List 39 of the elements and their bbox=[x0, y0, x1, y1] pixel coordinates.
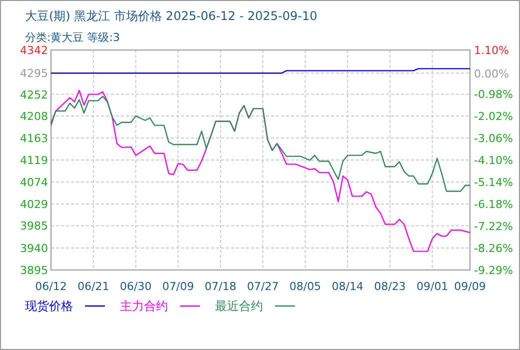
y-tick-label: 4342 bbox=[20, 44, 48, 57]
y2-tick-label: -3.06% bbox=[474, 132, 513, 146]
y-tick-label: 4074 bbox=[20, 176, 48, 189]
y-tick-label: 4119 bbox=[20, 154, 48, 167]
x-tick-label: 09/01 bbox=[416, 280, 448, 293]
legend-label: 最近合约 bbox=[215, 299, 263, 313]
legend-label: 主力合约 bbox=[120, 299, 168, 313]
y-tick-label: 4163 bbox=[20, 132, 48, 145]
x-tick-label: 07/09 bbox=[162, 280, 194, 293]
y2-tick-label: -2.02% bbox=[474, 110, 513, 124]
y2-tick-label: -4.10% bbox=[474, 154, 513, 168]
y2-tick-label: -0.98% bbox=[474, 88, 513, 102]
x-tick-label: 09/09 bbox=[454, 280, 486, 293]
y2-tick-label: -9.29% bbox=[474, 264, 513, 277]
y-tick-label: 4208 bbox=[20, 110, 48, 123]
y-tick-label: 3940 bbox=[20, 242, 48, 255]
y2-tick-label: -7.22% bbox=[474, 220, 513, 234]
x-tick-label: 06/21 bbox=[78, 280, 110, 293]
x-tick-label: 06/30 bbox=[120, 280, 152, 293]
chart-title: 大豆(期) 黑龙江 市场价格 2025-06-12 - 2025-09-10 bbox=[25, 9, 318, 23]
y-tick-label: 4252 bbox=[20, 88, 48, 102]
x-tick-label: 06/12 bbox=[35, 280, 67, 293]
x-tick-label: 07/18 bbox=[204, 280, 236, 293]
legend-label: 现货价格 bbox=[25, 299, 73, 313]
y-tick-label: 4295 bbox=[20, 67, 48, 80]
y2-tick-label: -8.26% bbox=[474, 242, 513, 256]
chart-subtitle: 分类:黄大豆 等级:3 bbox=[25, 31, 120, 44]
line-series bbox=[50, 96, 471, 192]
y2-tick-label: 1.10% bbox=[474, 44, 509, 57]
y-tick-label: 3985 bbox=[20, 220, 48, 233]
y-tick-label: 4029 bbox=[20, 198, 48, 211]
x-tick-label: 08/05 bbox=[289, 280, 322, 293]
x-tick-label: 07/27 bbox=[247, 280, 279, 293]
y2-tick-label: -5.14% bbox=[474, 176, 513, 190]
x-tick-label: 08/23 bbox=[374, 280, 406, 293]
y-tick-label: 3895 bbox=[20, 264, 48, 277]
y2-tick-label: 0.00% bbox=[474, 67, 509, 80]
y2-tick-label: -6.18% bbox=[474, 198, 513, 212]
x-tick-label: 08/14 bbox=[332, 280, 364, 293]
